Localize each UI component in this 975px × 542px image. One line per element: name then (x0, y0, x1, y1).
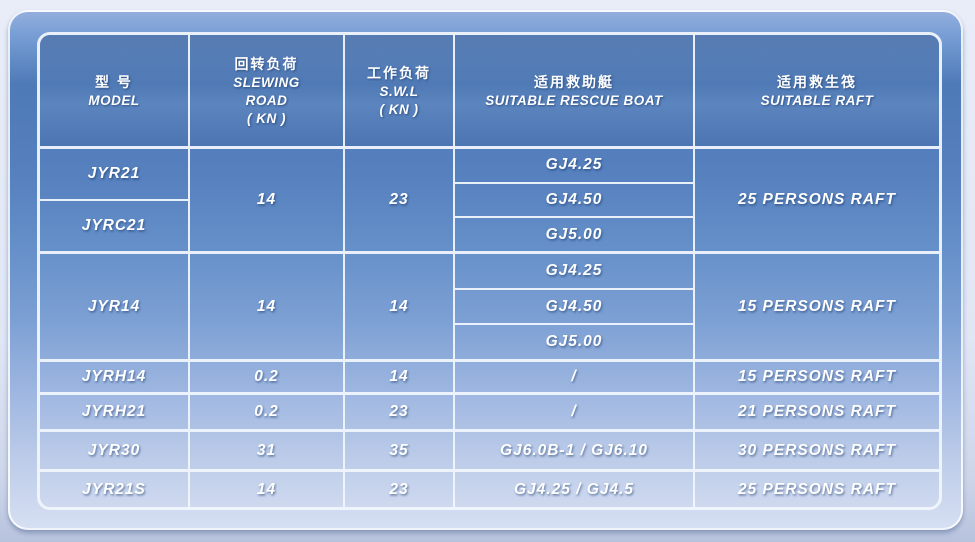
boat-cell: GJ4.25 (455, 149, 693, 182)
table-row-jyrh14: JYRH14 0.2 14 / 15 PERSONS RAFT (40, 359, 939, 392)
header-cell-slewing-load: 回转负荷 SLEWING ROAD ( KN ) (190, 35, 345, 146)
header-boat-zh: 适用救助艇 (534, 73, 614, 90)
raft-cell: 30 PERSONS RAFT (695, 432, 939, 469)
boat-value: GJ4.25 (545, 261, 603, 279)
swl-value: 23 (389, 191, 409, 208)
model-cell: JYRH14 (40, 362, 190, 392)
swl-value: 23 (389, 403, 409, 420)
boat-value: GJ5.00 (545, 225, 603, 243)
slewing-cell: 31 (190, 432, 345, 469)
boats-cell-group: GJ4.25 GJ4.50 GJ5.00 (455, 254, 695, 359)
header-swl-en: S.W.L (379, 83, 419, 99)
gradient-panel: 型 号 MODEL 回转负荷 SLEWING ROAD ( KN ) 工作负荷 … (8, 10, 963, 530)
swl-cell: 23 (345, 395, 455, 429)
header-raft-zh: 适用救生筏 (777, 73, 857, 90)
model-value: JYRH21 (81, 403, 147, 420)
raft-value: 25 PERSONS RAFT (738, 480, 896, 498)
table-row-jyr14-group: JYR14 14 14 GJ4.25 GJ4.50 GJ5.00 15 PERS… (40, 251, 939, 359)
slewing-value: 14 (256, 191, 277, 208)
model-value: JYRC21 (81, 217, 147, 234)
swl-value: 14 (389, 368, 409, 385)
swl-cell: 14 (345, 254, 455, 359)
header-slewing-zh: 回转负荷 (234, 55, 299, 72)
header-cell-model: 型 号 MODEL (40, 35, 190, 146)
table-header-row: 型 号 MODEL 回转负荷 SLEWING ROAD ( KN ) 工作负荷 … (40, 35, 939, 146)
slewing-cell: 14 (190, 149, 345, 251)
header-cell-swl: 工作负荷 S.W.L ( KN ) (345, 35, 455, 146)
boat-value: GJ4.50 (545, 191, 603, 208)
header-raft-en: SUITABLE RAFT (760, 92, 874, 108)
model-value: JYR14 (87, 297, 141, 315)
slewing-value: 14 (256, 297, 277, 315)
model-cell: JYR21S (40, 472, 190, 507)
slewing-value: 14 (256, 480, 277, 498)
model-cell: JYR30 (40, 432, 190, 469)
raft-value: 21 PERSONS RAFT (738, 403, 896, 420)
raft-cell: 25 PERSONS RAFT (695, 149, 939, 251)
boat-cell: GJ4.25 (455, 254, 693, 288)
boat-value: GJ4.25 (545, 156, 603, 174)
header-boat-en: SUITABLE RESCUE BOAT (485, 92, 663, 108)
raft-value: 25 PERSONS RAFT (738, 191, 896, 208)
boat-value: GJ4.50 (545, 297, 603, 315)
davit-spec-table: 型 号 MODEL 回转负荷 SLEWING ROAD ( KN ) 工作负荷 … (37, 32, 942, 510)
boat-cell: GJ4.25 / GJ4.5 (455, 472, 695, 507)
header-cell-raft: 适用救生筏 SUITABLE RAFT (695, 35, 939, 146)
swl-value: 14 (389, 297, 409, 315)
boat-cell: GJ5.00 (455, 323, 693, 359)
raft-value: 15 PERSONS RAFT (738, 368, 896, 385)
swl-cell: 23 (345, 472, 455, 507)
raft-cell: 21 PERSONS RAFT (695, 395, 939, 429)
header-slewing-unit: ( KN ) (247, 110, 286, 126)
table-row-jyr30: JYR30 31 35 GJ6.0B-1 / GJ6.10 30 PERSONS… (40, 429, 939, 469)
model-cell: JYR14 (40, 254, 190, 359)
model-value: JYR30 (87, 441, 141, 459)
raft-cell: 15 PERSONS RAFT (695, 362, 939, 392)
model-cell: JYRC21 (40, 199, 188, 251)
boat-value: GJ6.0B-1 / GJ6.10 (500, 441, 648, 459)
model-cell-group: JYR21 JYRC21 (40, 149, 190, 251)
swl-value: 35 (389, 441, 409, 459)
model-value: JYR21 (87, 165, 141, 182)
swl-cell: 14 (345, 362, 455, 392)
boat-cell: GJ5.00 (455, 216, 693, 251)
boat-value: / (571, 368, 577, 385)
model-value: JYRH14 (81, 368, 147, 385)
header-cell-rescue-boat: 适用救助艇 SUITABLE RESCUE BOAT (455, 35, 695, 146)
boat-cell: / (455, 362, 695, 392)
slewing-cell: 0.2 (190, 395, 345, 429)
slewing-cell: 0.2 (190, 362, 345, 392)
table-row-jyr21s: JYR21S 14 23 GJ4.25 / GJ4.5 25 PERSONS R… (40, 469, 939, 507)
swl-value: 23 (389, 480, 409, 498)
header-model-en: MODEL (88, 92, 140, 108)
swl-cell: 23 (345, 149, 455, 251)
slewing-value: 31 (256, 441, 277, 459)
boat-value: GJ4.25 / GJ4.5 (514, 480, 634, 498)
slewing-value: 0.2 (254, 403, 279, 420)
header-swl-zh: 工作负荷 (367, 64, 431, 81)
swl-cell: 35 (345, 432, 455, 469)
boat-cell: GJ4.50 (455, 181, 693, 217)
slewing-cell: 14 (190, 254, 345, 359)
boat-cell: / (455, 395, 695, 429)
boat-value: / (571, 403, 577, 420)
model-cell: JYRH21 (40, 395, 190, 429)
boat-cell: GJ4.50 (455, 287, 693, 324)
table-row-jyrh21: JYRH21 0.2 23 / 21 PERSONS RAFT (40, 392, 939, 429)
slewing-value: 0.2 (254, 368, 279, 385)
boat-cell: GJ6.0B-1 / GJ6.10 (455, 432, 695, 469)
slewing-cell: 14 (190, 472, 345, 507)
raft-cell: 25 PERSONS RAFT (695, 472, 939, 507)
boats-cell-group: GJ4.25 GJ4.50 GJ5.00 (455, 149, 695, 251)
header-slewing-en: SLEWING ROAD (233, 74, 300, 108)
model-value: JYR21S (82, 480, 146, 498)
boat-value: GJ5.00 (545, 333, 603, 351)
raft-value: 30 PERSONS RAFT (738, 441, 896, 459)
table-row-jyr21-group: JYR21 JYRC21 14 23 GJ4.25 GJ4.50 GJ5.00 … (40, 146, 939, 251)
header-model-zh: 型 号 (95, 73, 133, 90)
raft-value: 15 PERSONS RAFT (738, 297, 896, 315)
header-swl-unit: ( KN ) (379, 101, 419, 117)
model-cell: JYR21 (40, 149, 188, 199)
raft-cell: 15 PERSONS RAFT (695, 254, 939, 359)
